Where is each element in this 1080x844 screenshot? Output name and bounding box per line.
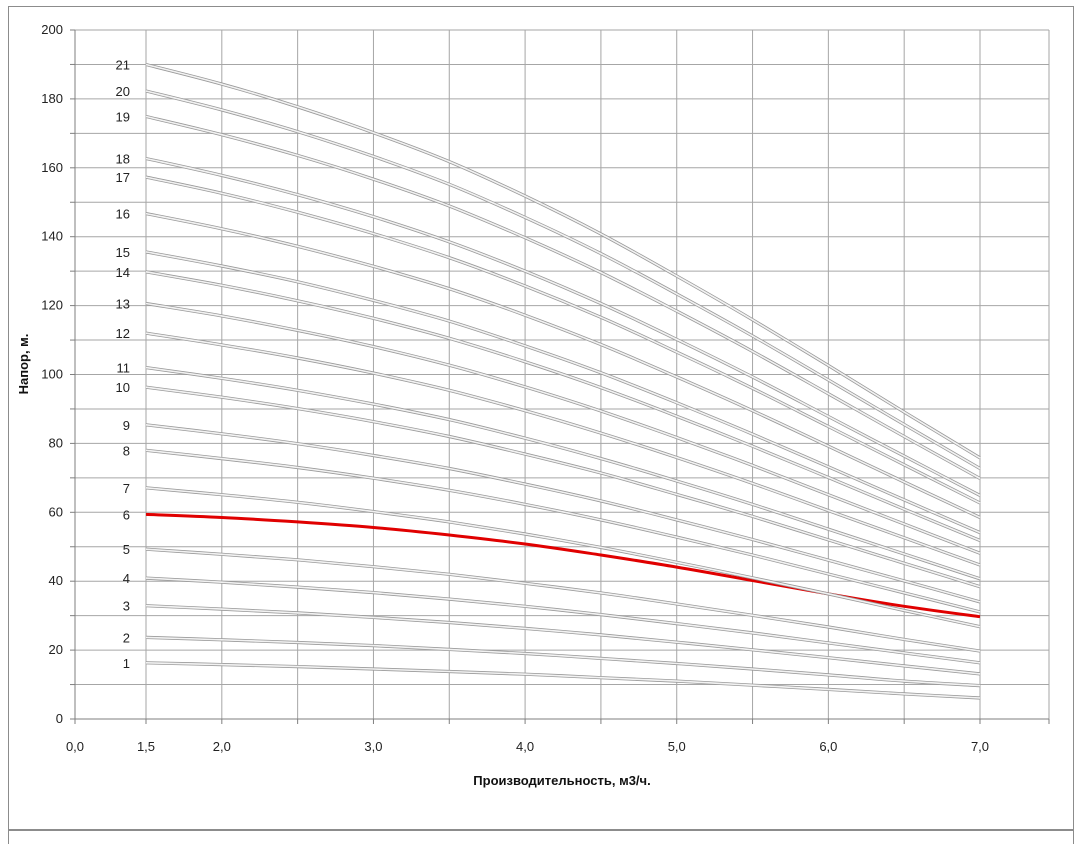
x-tick-label: 7,0 (971, 739, 989, 754)
series-line-13 (145, 302, 981, 555)
y-axis-title: Напор, м. (16, 334, 31, 395)
axes (70, 29, 1050, 724)
series-line-outline-13 (145, 301, 981, 555)
curve-label-13: 13 (116, 297, 130, 312)
curve-label-5: 5 (123, 542, 130, 557)
y-tick-label: 20 (49, 642, 63, 657)
series-line-1 (145, 662, 981, 699)
x-tick-label: 1,5 (137, 739, 155, 754)
curve-label-19: 19 (116, 109, 130, 124)
series-line-outline-19 (145, 114, 981, 480)
series-line-17 (145, 176, 981, 504)
y-tick-label: 0 (56, 711, 63, 726)
x-tick-label: 3,0 (364, 739, 382, 754)
curve-label-11: 11 (117, 361, 131, 376)
series-line-14 (145, 271, 981, 542)
curve-label-16: 16 (116, 207, 130, 222)
y-tick-label: 140 (41, 229, 63, 244)
curve-label-9: 9 (123, 418, 130, 433)
series-line-2 (145, 636, 981, 687)
curve-label-7: 7 (123, 481, 130, 496)
curve-label-20: 20 (116, 84, 130, 99)
curve-label-14: 14 (116, 265, 130, 280)
series-line-15 (145, 251, 981, 534)
series-line-11 (145, 366, 981, 580)
curve-label-4: 4 (123, 571, 130, 586)
series-line-8 (145, 449, 981, 613)
x-tick-label: 0,0 (66, 739, 84, 754)
curves (145, 62, 981, 700)
series-line-16 (145, 212, 981, 519)
x-tick-label: 4,0 (516, 739, 534, 754)
y-tick-label: 100 (41, 367, 63, 382)
series-line-12 (145, 332, 981, 566)
series-line-21 (145, 63, 981, 459)
curve-label-10: 10 (116, 380, 130, 395)
series-line-18 (145, 157, 981, 497)
series-line-3 (145, 604, 981, 675)
curve-label-17: 17 (116, 170, 130, 185)
curve-label-18: 18 (116, 151, 130, 166)
curve-label-6: 6 (123, 507, 130, 522)
series-line-5 (145, 548, 981, 652)
bottom-panel (8, 830, 1074, 844)
x-tick-label: 6,0 (819, 739, 837, 754)
curve-label-15: 15 (116, 245, 130, 260)
x-tick-label: 5,0 (668, 739, 686, 754)
y-tick-label: 160 (41, 160, 63, 175)
x-axis-title: Производительность, м3/ч. (473, 773, 650, 788)
series-line-7 (145, 487, 981, 628)
curve-label-12: 12 (116, 326, 130, 341)
series-line-4 (145, 577, 981, 664)
curve-label-21: 21 (116, 57, 130, 72)
series-line-19 (145, 115, 981, 480)
curve-label-3: 3 (123, 599, 130, 614)
series-line-9 (145, 424, 981, 603)
series-line-10 (145, 386, 981, 588)
y-tick-label: 120 (41, 298, 63, 313)
x-tick-label: 2,0 (213, 739, 231, 754)
curve-label-2: 2 (123, 630, 130, 645)
series-line-outline-18 (145, 156, 981, 497)
series-line-outline-1 (145, 661, 981, 700)
y-tick-label: 200 (41, 22, 63, 37)
y-tick-label: 80 (49, 435, 63, 450)
curve-label-1: 1 (123, 656, 130, 671)
series-line-20 (145, 90, 981, 470)
series-line-outline-16 (145, 212, 981, 519)
curve-label-8: 8 (123, 443, 130, 458)
series-line-6 (145, 512, 981, 619)
y-tick-label: 60 (49, 504, 63, 519)
y-tick-label: 40 (49, 573, 63, 588)
y-tick-label: 180 (41, 91, 63, 106)
